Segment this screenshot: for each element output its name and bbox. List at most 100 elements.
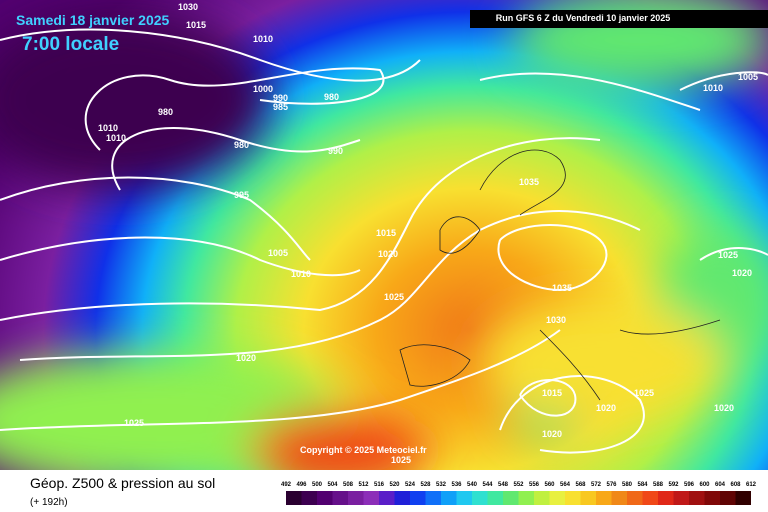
legend-swatch xyxy=(363,491,379,505)
legend-swatch xyxy=(611,491,627,505)
legend-swatch xyxy=(348,491,364,505)
legend-label: 532 xyxy=(436,482,447,488)
isobar-label: 1025 xyxy=(718,250,738,260)
legend-label: 536 xyxy=(451,482,462,488)
legend-label: 492 xyxy=(281,482,292,488)
legend-swatch xyxy=(425,491,441,505)
legend-swatch xyxy=(379,491,395,505)
legend-swatch xyxy=(689,491,705,505)
legend-label: 568 xyxy=(575,482,586,488)
legend-label: 496 xyxy=(296,482,307,488)
legend-label: 592 xyxy=(668,482,679,488)
isobar-label: 1020 xyxy=(378,249,398,259)
isobar-label: 1030 xyxy=(178,2,198,12)
legend-label: 516 xyxy=(374,482,385,488)
legend-label: 580 xyxy=(622,482,633,488)
isobar-label: 1010 xyxy=(291,269,311,279)
isobars xyxy=(0,28,768,454)
legend-swatch xyxy=(549,491,565,505)
legend-swatch xyxy=(301,491,317,505)
legend-label: 588 xyxy=(653,482,664,488)
legend-swatch xyxy=(580,491,596,505)
isobar-labels: 1030101510101000990985980980101010109809… xyxy=(98,2,758,465)
isobar-label: 1020 xyxy=(732,268,752,278)
legend-swatch xyxy=(704,491,720,505)
isobar-label: 1015 xyxy=(542,388,562,398)
coastlines xyxy=(399,149,721,401)
isobar-label: 995 xyxy=(234,190,249,200)
isobar-label: 1010 xyxy=(106,133,126,143)
footer-title: Géop. Z500 & pression au sol xyxy=(30,475,215,491)
legend-swatch xyxy=(642,491,658,505)
legend-label: 600 xyxy=(699,482,710,488)
legend-swatch xyxy=(317,491,333,505)
legend-label: 528 xyxy=(420,482,431,488)
legend-swatch xyxy=(472,491,488,505)
legend-label: 508 xyxy=(343,482,354,488)
legend-label: 608 xyxy=(730,482,741,488)
forecast-time: 7:00 locale xyxy=(22,34,119,55)
legend-swatch xyxy=(735,491,751,505)
isobar-label: 1005 xyxy=(268,248,288,258)
legend-label: 564 xyxy=(560,482,571,488)
isobar-label: 1025 xyxy=(634,388,654,398)
legend-swatch xyxy=(534,491,550,505)
legend-swatch xyxy=(394,491,410,505)
legend-swatch xyxy=(441,491,457,505)
isobar-label: 1005 xyxy=(738,72,758,82)
legend-swatch xyxy=(565,491,581,505)
isobar-label: 990 xyxy=(273,93,288,103)
legend-label: 540 xyxy=(467,482,478,488)
isobar-label: 1010 xyxy=(98,123,118,133)
legend-label: 504 xyxy=(327,482,338,488)
footer-lead: (+ 192h) xyxy=(30,497,68,508)
legend-swatch xyxy=(286,491,302,505)
legend-swatch xyxy=(503,491,519,505)
color-legend: 492 496 500 504 508 512 516 520 524 528 532 536 540 5… xyxy=(281,482,757,505)
legend-swatch xyxy=(518,491,534,505)
isobar-label: 1020 xyxy=(714,403,734,413)
forecast-date: Samedi 18 janvier 2025 xyxy=(16,12,170,28)
isobar-label: 980 xyxy=(158,107,173,117)
legend-label: 596 xyxy=(684,482,695,488)
isobar-label: 1015 xyxy=(186,20,206,30)
isobar-label: 1010 xyxy=(253,34,273,44)
legend-label: 524 xyxy=(405,482,416,488)
legend-label: 548 xyxy=(498,482,509,488)
legend-swatch xyxy=(658,491,674,505)
legend-label: 520 xyxy=(389,482,400,488)
legend-label: 584 xyxy=(637,482,648,488)
isobar-label: 1000 xyxy=(253,84,273,94)
isobar-label: 1020 xyxy=(236,353,256,363)
legend-label: 560 xyxy=(544,482,555,488)
isobar-label: 1025 xyxy=(391,455,411,465)
isobar-label: 1035 xyxy=(552,283,572,293)
isobar-label: 1025 xyxy=(124,418,144,428)
legend-swatch xyxy=(487,491,503,505)
legend-label: 500 xyxy=(312,482,323,488)
isobar-label: 1010 xyxy=(703,83,723,93)
isobar-label: 1020 xyxy=(542,429,562,439)
isobar-label: 980 xyxy=(234,140,249,150)
legend-label: 604 xyxy=(715,482,726,488)
run-info: Run GFS 6 Z du Vendredi 10 janvier 2025 xyxy=(496,13,671,23)
legend-label: 556 xyxy=(529,482,540,488)
legend-swatch xyxy=(332,491,348,505)
legend-label: 552 xyxy=(513,482,524,488)
legend-label: 544 xyxy=(482,482,493,488)
run-box xyxy=(470,10,768,28)
legend-label: 572 xyxy=(591,482,602,488)
legend-swatch xyxy=(410,491,426,505)
isobar-label: 1030 xyxy=(546,315,566,325)
isobar-label: 1025 xyxy=(384,292,404,302)
map-field xyxy=(0,0,768,490)
copyright: Copyright © 2025 Meteociel.fr xyxy=(300,445,427,455)
legend-swatch xyxy=(673,491,689,505)
isobar-label: 990 xyxy=(328,146,343,156)
legend-swatch xyxy=(720,491,736,505)
isobar-label: 1015 xyxy=(376,228,396,238)
legend-swatch xyxy=(596,491,612,505)
isobar-label: 980 xyxy=(324,92,339,102)
legend-label: 612 xyxy=(746,482,757,488)
